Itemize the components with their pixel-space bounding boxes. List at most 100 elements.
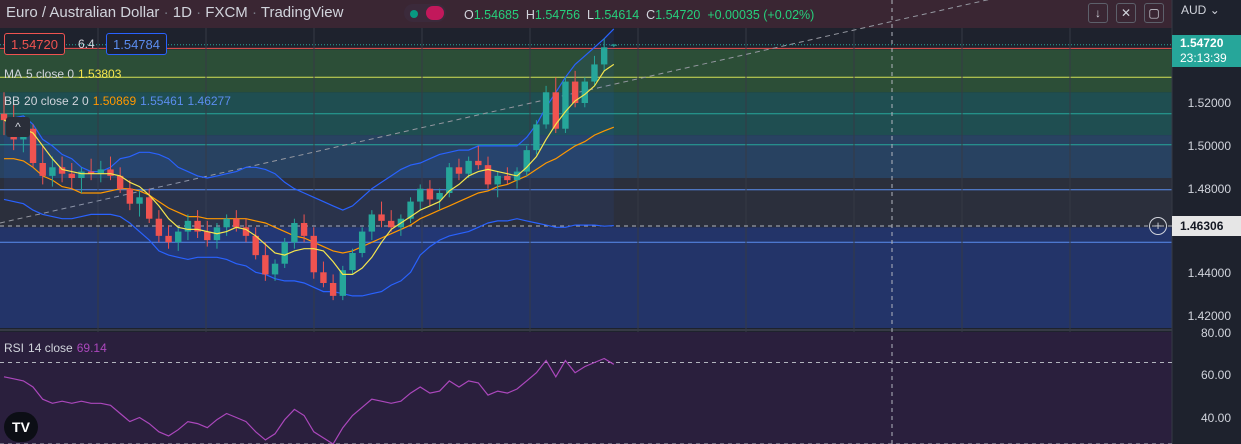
candle-body	[136, 197, 143, 204]
candle-body	[475, 160, 482, 166]
candle-body	[407, 201, 414, 219]
candle-body	[242, 227, 250, 236]
rsi-tick: 60.00	[1200, 368, 1231, 382]
candle-body	[562, 81, 569, 129]
toggle-right-knob	[426, 6, 444, 20]
candle-body	[204, 231, 211, 241]
symbol-title[interactable]: Euro / Australian Dollar · 1D · FXCM · T…	[6, 4, 344, 21]
candle-body	[155, 218, 163, 236]
price-tick: 1.48000	[1187, 182, 1231, 196]
candle-body	[194, 220, 201, 232]
price-change: +0.00035 (+0.02%)	[707, 8, 815, 22]
bb-legend[interactable]: BB 20 close 2 0 1.50869 1.55461 1.46277	[4, 94, 231, 108]
price-tick: 1.44000	[1187, 266, 1231, 280]
candle-body	[426, 188, 434, 200]
trend-line	[0, 0, 990, 224]
candle-body	[233, 218, 240, 228]
download-button[interactable]: ↓	[1088, 3, 1108, 23]
bb-basis-line	[4, 126, 615, 254]
bb-lower-line	[3, 198, 614, 297]
rsi-legend[interactable]: RSI 14 close 69.14	[4, 341, 107, 355]
snapshot-button[interactable]: ✕	[1116, 3, 1136, 23]
exchange: FXCM	[205, 4, 248, 21]
candle-body	[494, 175, 501, 185]
candle-body	[58, 167, 66, 174]
candle-body	[49, 167, 56, 176]
price-tick: 1.52000	[1187, 96, 1231, 110]
candle-body	[126, 188, 134, 204]
candle-body	[455, 167, 463, 174]
rsi-line	[3, 357, 615, 444]
fullscreen-button[interactable]: ▢	[1144, 3, 1164, 23]
candle-body	[271, 263, 279, 275]
candle-body	[600, 47, 608, 65]
candle-body	[571, 81, 579, 103]
candle-body	[388, 220, 395, 228]
collapse-legend-button[interactable]: ^	[6, 117, 30, 137]
price-tick: 1.42000	[1187, 309, 1231, 323]
candle-body	[378, 214, 385, 221]
candle-body	[349, 253, 356, 271]
candle-body	[552, 92, 559, 129]
candle-body	[436, 193, 443, 200]
candle-body	[184, 220, 192, 232]
candle-body	[504, 175, 511, 181]
sell-button[interactable]: 1.54720	[4, 33, 65, 55]
candle-body	[78, 171, 85, 178]
candle-body	[610, 44, 618, 46]
rsi-tick: 40.00	[1200, 411, 1231, 425]
candle-body	[523, 150, 530, 172]
price-zone	[0, 227, 1172, 328]
candle-body	[339, 270, 346, 296]
price-zone	[0, 178, 1172, 228]
ma-line	[3, 63, 615, 275]
snapshot-icon: ✕	[1120, 6, 1132, 20]
fullscreen-icon: ▢	[1148, 6, 1160, 20]
candle-body	[310, 235, 317, 273]
candle-body	[358, 231, 366, 253]
add-alert-button[interactable]: +	[1149, 217, 1167, 235]
ma-legend[interactable]: MA 5 close 0 1.53803	[4, 67, 122, 81]
rsi-tick: 80.00	[1200, 326, 1231, 340]
candle-body	[252, 235, 259, 256]
buy-button[interactable]: 1.54784	[106, 33, 167, 55]
candle-body	[39, 163, 46, 176]
arrow-down-icon: ↓	[1095, 6, 1101, 20]
candle-body	[281, 242, 288, 264]
candle-body	[542, 92, 550, 125]
ohlc-readout: O1.54685 H1.54756 L1.54614 C1.54720 +0.0…	[464, 8, 815, 22]
candle-body	[291, 223, 298, 243]
plus-circle-icon: +	[1154, 218, 1162, 233]
candle-body	[484, 165, 492, 185]
candle-body	[533, 124, 540, 151]
header-tint	[0, 0, 1172, 28]
chevron-up-icon: ^	[15, 120, 21, 134]
candle-body	[107, 169, 114, 176]
candle-body	[300, 223, 308, 236]
candle-body	[68, 173, 75, 178]
chevron-down-icon: ⌄	[1209, 3, 1220, 17]
candle-body	[29, 128, 37, 163]
tradingview-logo[interactable]: TV	[4, 412, 38, 442]
candle-body	[329, 283, 337, 296]
candle-body	[146, 197, 153, 219]
candle-body	[591, 64, 598, 82]
candle-body	[417, 188, 424, 202]
bb-upper-line	[3, 28, 615, 211]
candle-body	[581, 81, 588, 103]
market-status-toggle[interactable]	[404, 4, 446, 22]
candle-body	[262, 255, 269, 275]
candle-body	[0, 113, 8, 121]
source: TradingView	[260, 4, 344, 21]
price-zone	[0, 135, 1172, 178]
currency-select[interactable]: AUD ⌄	[1181, 3, 1220, 17]
candle-body	[368, 214, 376, 232]
candle-body	[97, 169, 104, 174]
crosshair-price-label: 1.46306	[1172, 216, 1241, 236]
candle-body	[446, 167, 453, 193]
interval: 1D	[172, 4, 192, 21]
candle-body	[87, 171, 95, 174]
rsi-panel-bg	[0, 332, 1172, 444]
